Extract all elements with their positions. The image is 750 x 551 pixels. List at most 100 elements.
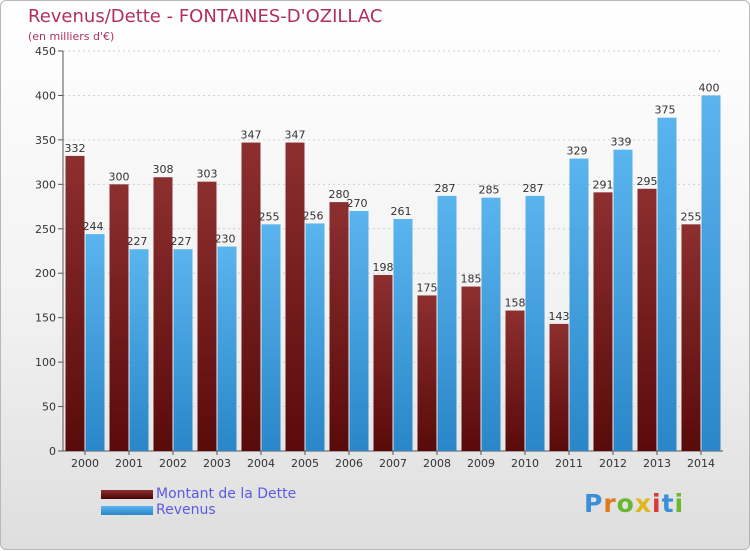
- bar-dette: [285, 142, 305, 452]
- bar-dette: [65, 155, 85, 451]
- x-tick-label: 2010: [511, 457, 539, 470]
- bar-revenus: [525, 195, 545, 451]
- data-label-revenus: 375: [655, 104, 676, 117]
- bar-revenus: [261, 224, 281, 451]
- bar-revenus: [305, 223, 325, 451]
- bar-dette: [197, 181, 217, 451]
- bar-revenus: [481, 197, 501, 451]
- data-label-revenus: 400: [699, 81, 720, 94]
- x-tick-label: 2000: [71, 457, 99, 470]
- data-label-dette: 303: [197, 168, 218, 181]
- data-label-dette: 280: [329, 188, 350, 201]
- data-label-dette: 175: [417, 281, 438, 294]
- bar-revenus: [701, 95, 721, 451]
- chart-subtitle: (en milliers d'€): [28, 30, 115, 43]
- legend-label-dette: Montant de la Dette: [156, 486, 297, 502]
- data-label-dette: 185: [461, 273, 482, 286]
- data-label-revenus: 256: [303, 209, 324, 222]
- x-tick-label: 2006: [335, 457, 363, 470]
- bar-revenus: [613, 149, 633, 451]
- y-tick-label: 450: [35, 45, 56, 58]
- x-tick-label: 2011: [555, 457, 583, 470]
- data-label-revenus: 261: [391, 205, 412, 218]
- logo-letter: r: [603, 489, 617, 518]
- logo-letter: o: [616, 489, 635, 518]
- data-label-revenus: 270: [347, 197, 368, 210]
- bar-dette: [549, 323, 569, 451]
- legend-swatch-revenus: [101, 506, 153, 515]
- data-label-revenus: 227: [171, 235, 192, 248]
- y-tick-label: 0: [49, 445, 56, 458]
- data-label-dette: 198: [373, 261, 394, 274]
- y-tick-label: 250: [35, 223, 56, 236]
- legend-swatch-dette: [101, 490, 153, 499]
- bar-dette: [329, 202, 349, 451]
- x-tick-label: 2012: [599, 457, 627, 470]
- bar-revenus: [85, 234, 105, 451]
- data-label-revenus: 285: [479, 184, 500, 197]
- data-label-dette: 291: [593, 178, 614, 191]
- logo-letter: P: [584, 489, 604, 518]
- bar-dette: [505, 310, 525, 451]
- bar-revenus: [349, 211, 369, 451]
- data-label-dette: 300: [109, 170, 130, 183]
- data-label-revenus: 244: [83, 220, 104, 233]
- data-label-dette: 308: [153, 163, 174, 176]
- x-tick-label: 2008: [423, 457, 451, 470]
- y-tick-label: 100: [35, 356, 56, 369]
- x-tick-label: 2009: [467, 457, 495, 470]
- data-label-revenus: 287: [523, 182, 544, 195]
- data-label-dette: 347: [241, 129, 262, 142]
- bar-dette: [681, 224, 701, 451]
- y-tick-label: 350: [35, 134, 56, 147]
- y-tick-label: 400: [35, 89, 56, 102]
- data-label-dette: 295: [637, 175, 658, 188]
- x-tick-label: 2007: [379, 457, 407, 470]
- bar-dette: [373, 275, 393, 451]
- data-label-revenus: 227: [127, 235, 148, 248]
- data-label-revenus: 287: [435, 182, 456, 195]
- x-tick-label: 2014: [687, 457, 715, 470]
- y-tick-label: 300: [35, 178, 56, 191]
- data-label-revenus: 339: [611, 136, 632, 149]
- y-tick-label: 200: [35, 267, 56, 280]
- bar-revenus: [217, 246, 237, 451]
- x-tick-label: 2013: [643, 457, 671, 470]
- data-label-revenus: 329: [567, 145, 588, 158]
- bar-dette: [417, 295, 437, 451]
- bar-dette: [241, 142, 261, 452]
- bar-revenus: [437, 195, 457, 451]
- x-tick-label: 2005: [291, 457, 319, 470]
- logo-letter: t: [661, 489, 675, 518]
- bar-dette: [153, 177, 173, 451]
- bar-dette: [593, 192, 613, 452]
- data-label-dette: 347: [285, 129, 306, 142]
- logo-letter: i: [652, 489, 662, 518]
- bar-dette: [637, 188, 657, 451]
- y-tick-label: 150: [35, 312, 56, 325]
- x-tick-label: 2003: [203, 457, 231, 470]
- x-tick-label: 2001: [115, 457, 143, 470]
- legend-label-revenus: Revenus: [156, 502, 216, 518]
- proxiti-logo: Proxiti: [584, 489, 684, 518]
- bar-revenus: [569, 158, 589, 452]
- bar-revenus: [657, 117, 677, 452]
- bar-dette: [461, 286, 481, 451]
- bar-revenus: [173, 249, 193, 451]
- data-label-dette: 143: [549, 310, 570, 323]
- data-label-dette: 158: [505, 297, 526, 310]
- data-label-dette: 332: [65, 142, 86, 155]
- bar-dette: [109, 184, 129, 452]
- logo-letter: x: [634, 489, 652, 518]
- x-tick-label: 2002: [159, 457, 187, 470]
- x-tick-label: 2004: [247, 457, 275, 470]
- logo-letter: i: [674, 489, 685, 518]
- bar-revenus: [393, 219, 413, 451]
- bar-revenus: [129, 249, 149, 451]
- data-label-revenus: 255: [259, 210, 280, 223]
- y-tick-label: 50: [42, 401, 56, 414]
- chart-title: Revenus/Dette - FONTAINES-D'OZILLAC: [28, 6, 383, 27]
- data-label-dette: 255: [681, 210, 702, 223]
